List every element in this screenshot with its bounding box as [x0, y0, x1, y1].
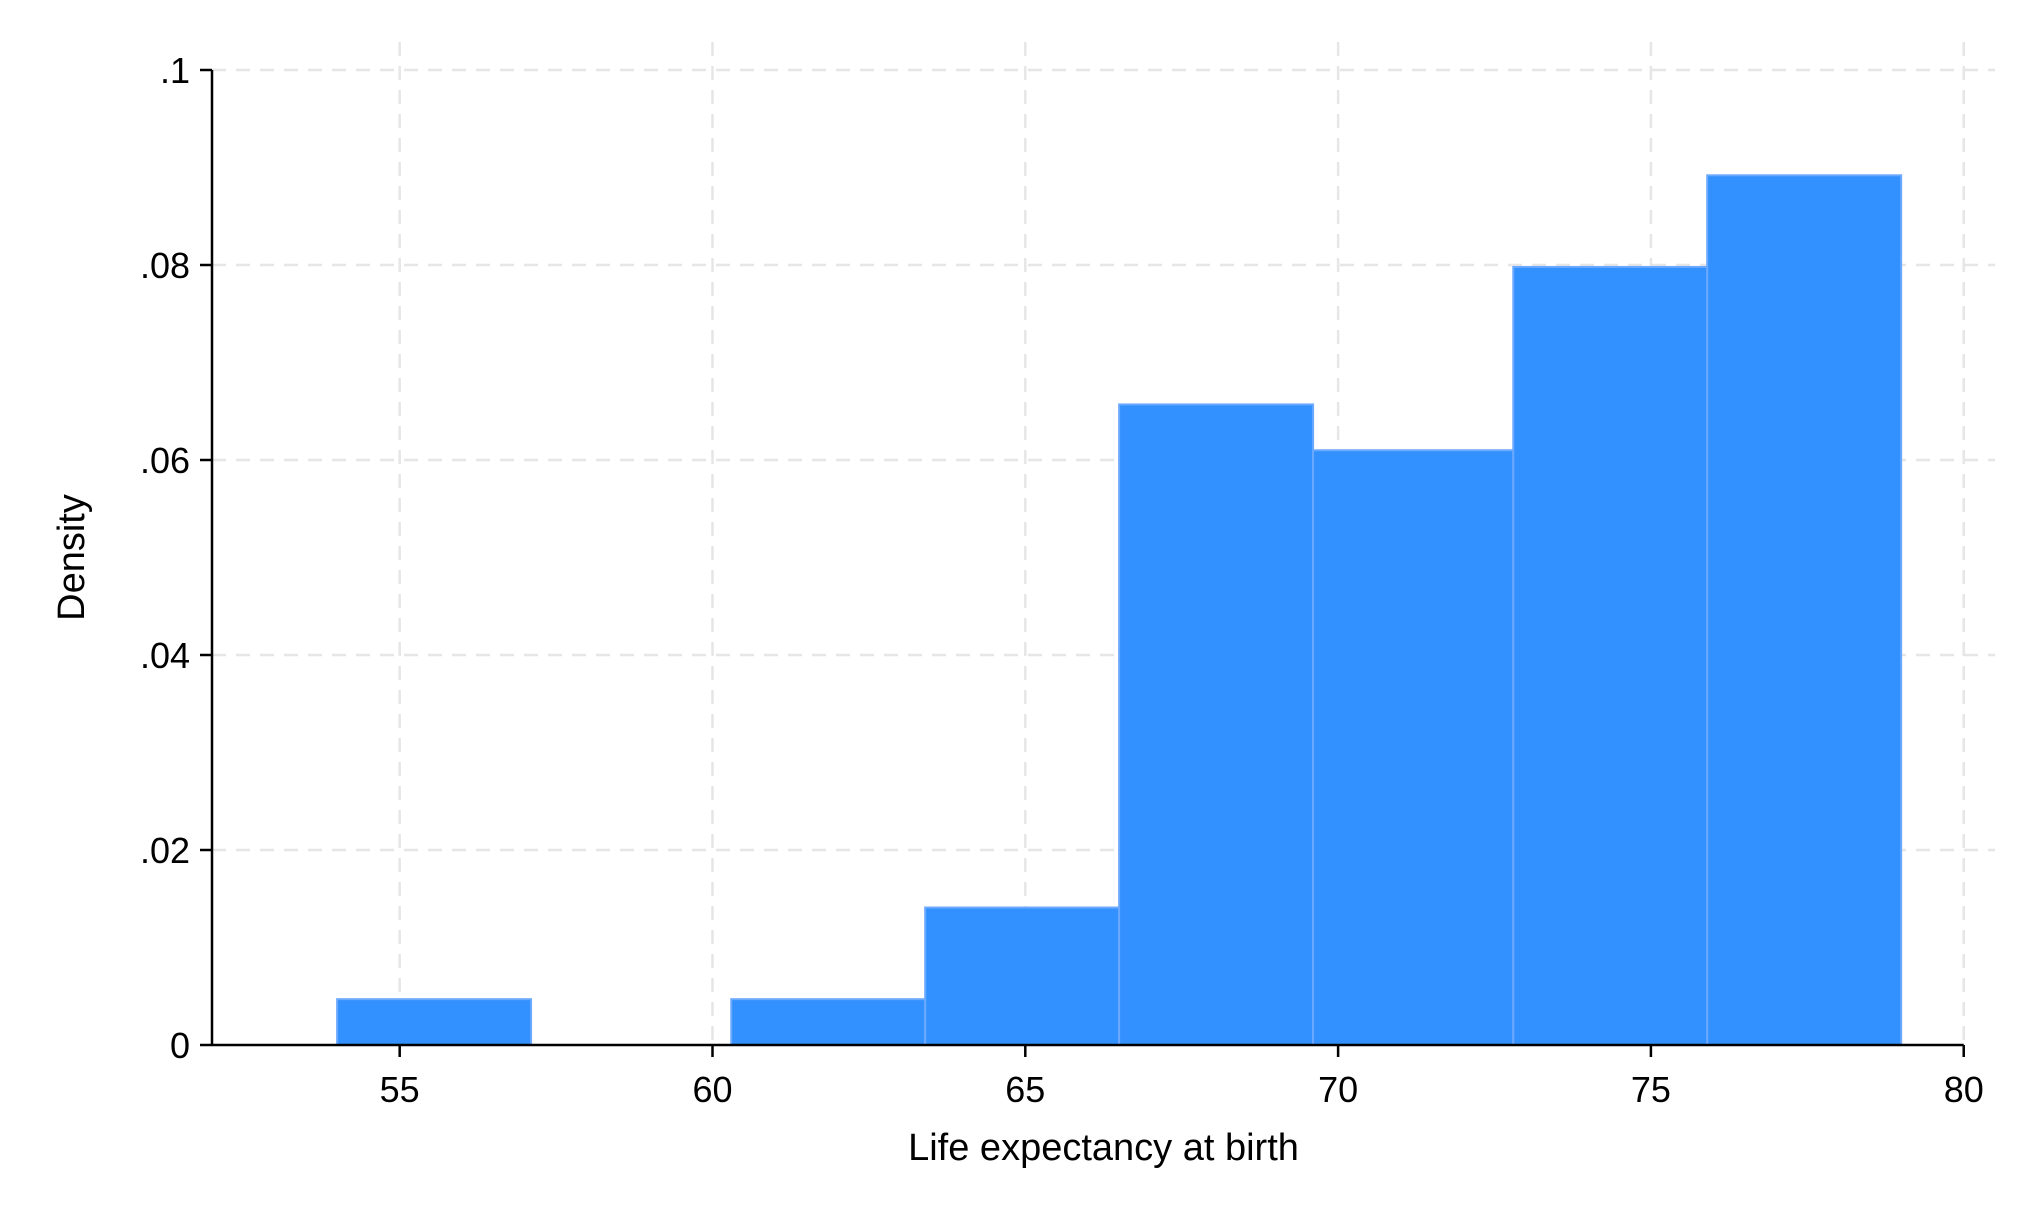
histogram-bar: [1706, 174, 1903, 1047]
x-axis-ticks: 55 60 65 70 75 80: [380, 1045, 1984, 1110]
histogram-bar: [1118, 403, 1315, 1046]
y-tick-label: .02: [140, 830, 190, 871]
x-tick-label: 80: [1944, 1069, 1984, 1110]
x-tick-label: 55: [380, 1069, 420, 1110]
x-tick-label: 70: [1318, 1069, 1358, 1110]
histogram-bar: [730, 998, 927, 1046]
histogram-bar: [924, 906, 1121, 1047]
x-tick-label: 60: [692, 1069, 732, 1110]
y-tick-label: 0: [170, 1025, 190, 1066]
y-tick-label: .08: [140, 245, 190, 286]
histogram-bar: [1512, 265, 1709, 1046]
y-tick-label: .06: [140, 440, 190, 481]
y-gridlines: [212, 68, 1995, 852]
y-axis-title: Density: [51, 494, 93, 621]
y-axis-ticks: 0 .02 .04 .06 .08 .1: [140, 50, 212, 1066]
axes: [210, 70, 1964, 1047]
x-tick-label: 65: [1005, 1069, 1045, 1110]
histogram-bars: [336, 174, 1903, 1047]
y-tick-label: .04: [140, 635, 190, 676]
x-tick-label: 75: [1631, 1069, 1671, 1110]
x-axis-title: Life expectancy at birth: [908, 1127, 1299, 1169]
y-tick-label: .1: [160, 50, 190, 91]
histogram-bar: [1312, 449, 1515, 1046]
histogram-bar: [336, 998, 533, 1046]
